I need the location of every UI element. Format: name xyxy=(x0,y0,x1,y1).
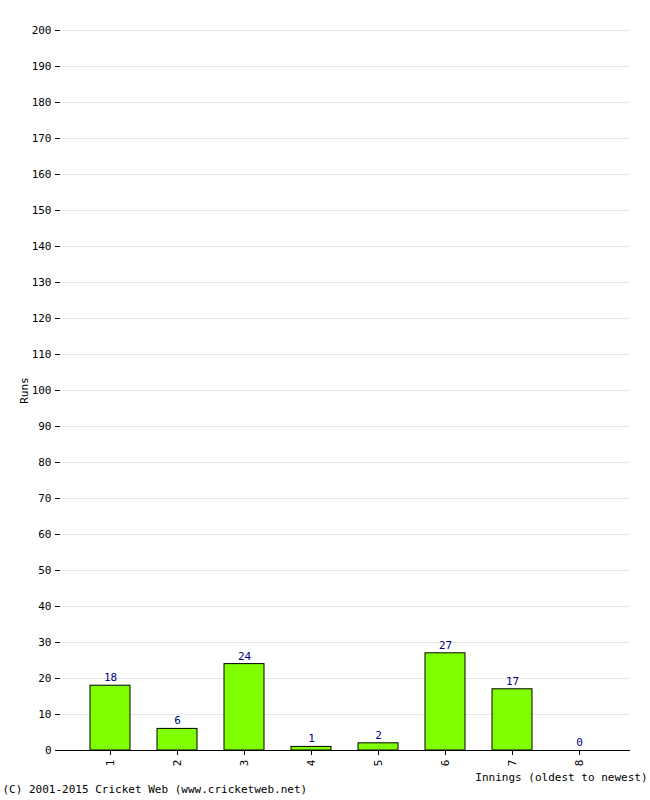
svg-text:6: 6 xyxy=(174,714,181,727)
svg-text:24: 24 xyxy=(238,650,252,663)
svg-text:200: 200 xyxy=(32,24,52,37)
svg-text:6: 6 xyxy=(439,760,452,767)
svg-text:8: 8 xyxy=(573,760,586,767)
svg-text:7: 7 xyxy=(506,760,519,767)
svg-text:180: 180 xyxy=(32,96,52,109)
svg-text:70: 70 xyxy=(38,492,51,505)
svg-text:(C) 2001-2015 Cricket Web (www: (C) 2001-2015 Cricket Web (www.cricketwe… xyxy=(3,783,308,796)
svg-text:170: 170 xyxy=(32,132,52,145)
svg-text:3: 3 xyxy=(238,760,251,767)
svg-text:0: 0 xyxy=(576,736,583,749)
svg-text:18: 18 xyxy=(104,671,117,684)
svg-text:150: 150 xyxy=(32,204,52,217)
svg-text:1: 1 xyxy=(104,760,117,767)
svg-text:120: 120 xyxy=(32,312,52,325)
svg-text:90: 90 xyxy=(38,420,51,433)
svg-text:130: 130 xyxy=(32,276,52,289)
svg-text:4: 4 xyxy=(305,759,318,766)
svg-text:160: 160 xyxy=(32,168,52,181)
svg-text:2: 2 xyxy=(375,729,382,742)
svg-text:2: 2 xyxy=(171,760,184,767)
svg-text:60: 60 xyxy=(38,528,51,541)
svg-text:1: 1 xyxy=(308,732,315,745)
svg-text:100: 100 xyxy=(32,384,52,397)
svg-text:50: 50 xyxy=(38,564,51,577)
svg-text:20: 20 xyxy=(38,672,51,685)
svg-text:27: 27 xyxy=(439,639,452,652)
svg-text:17: 17 xyxy=(506,675,519,688)
svg-text:110: 110 xyxy=(32,348,52,361)
svg-text:5: 5 xyxy=(372,760,385,767)
svg-text:190: 190 xyxy=(32,60,52,73)
svg-text:140: 140 xyxy=(32,240,52,253)
svg-text:80: 80 xyxy=(38,456,51,469)
svg-text:10: 10 xyxy=(38,708,51,721)
svg-text:0: 0 xyxy=(45,744,52,757)
svg-text:Innings (oldest to newest): Innings (oldest to newest) xyxy=(475,771,647,784)
svg-text:40: 40 xyxy=(38,600,51,613)
svg-text:30: 30 xyxy=(38,636,51,649)
svg-text:Runs: Runs xyxy=(18,377,31,404)
